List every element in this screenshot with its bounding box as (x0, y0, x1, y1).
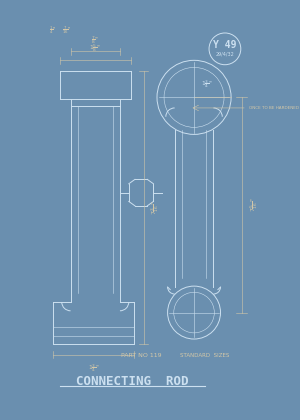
Text: $\frac{1}{4}$": $\frac{1}{4}$" (49, 24, 56, 36)
Text: 7$\frac{5}{16}$": 7$\frac{5}{16}$" (248, 198, 260, 212)
Text: 1$\frac{3}{4}$": 1$\frac{3}{4}$" (201, 79, 213, 90)
Text: 1$\frac{5}{8}$": 1$\frac{5}{8}$" (89, 42, 101, 54)
Text: STANDARD  SIZES: STANDARD SIZES (180, 353, 229, 358)
Text: 29/4/32: 29/4/32 (215, 52, 234, 57)
Text: $\frac{7}{16}$": $\frac{7}{16}$" (62, 24, 72, 36)
Text: 7$\frac{3}{16}$": 7$\frac{3}{16}$" (149, 200, 161, 215)
Text: ONCE TO BE HARDENED: ONCE TO BE HARDENED (249, 106, 299, 110)
Text: $\frac{7}{8}$": $\frac{7}{8}$" (91, 34, 99, 46)
Text: CONNECTING  ROD: CONNECTING ROD (76, 375, 189, 388)
Text: Y 49: Y 49 (213, 40, 237, 50)
Text: PART NO 119: PART NO 119 (121, 353, 161, 358)
Text: 1$\frac{3}{4}$": 1$\frac{3}{4}$" (88, 362, 99, 374)
